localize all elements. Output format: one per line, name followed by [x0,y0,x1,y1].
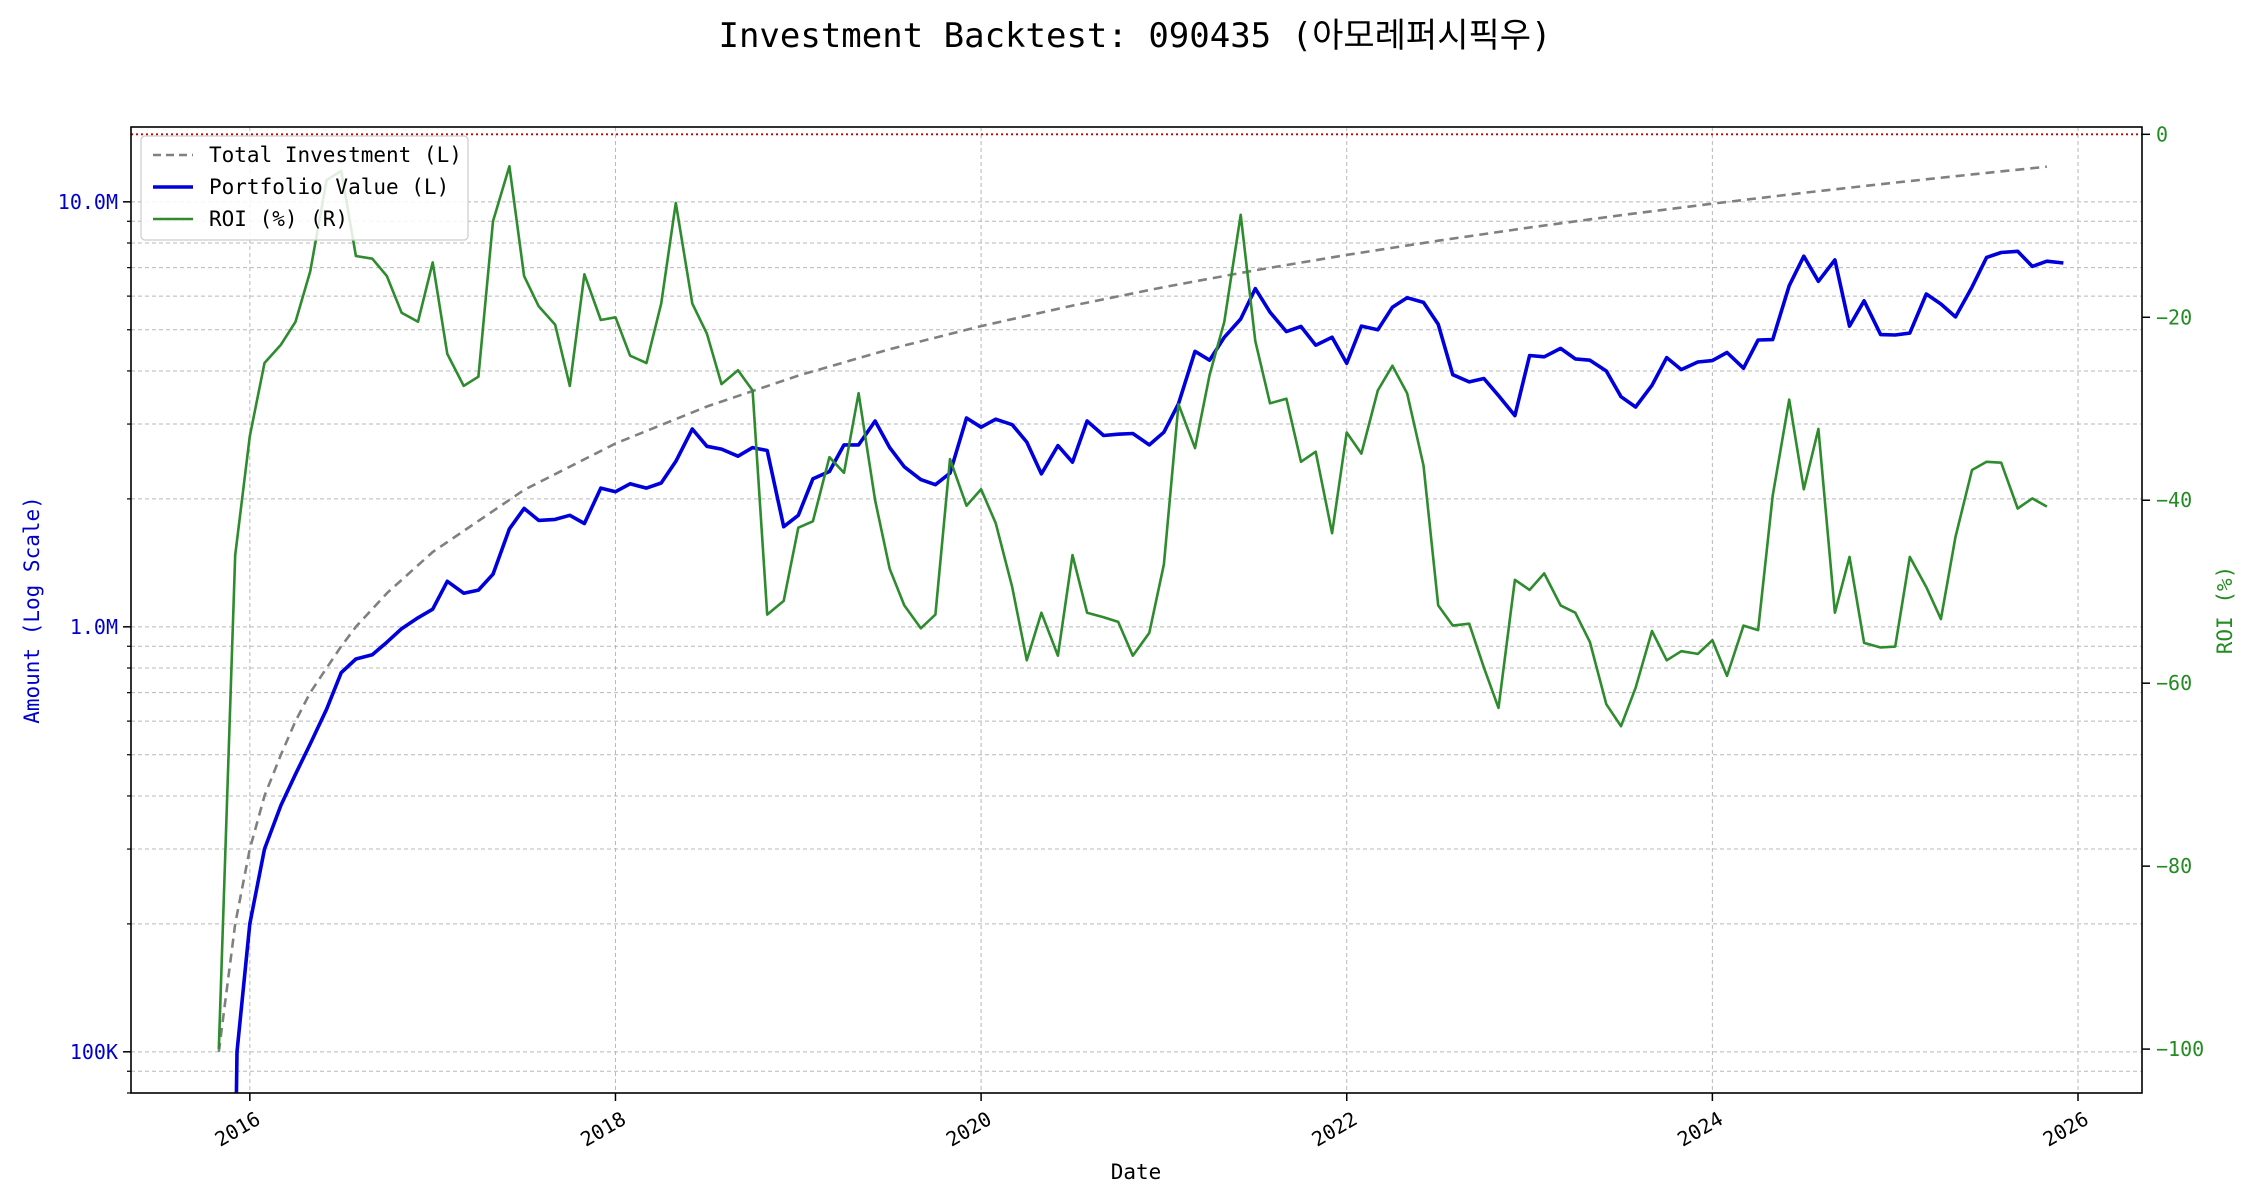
right-tick-label: −60 [2156,671,2192,695]
left-tick-label: 1.0M [70,615,118,639]
right-y-axis: 0 −20 −40 −60 −80 −100 [2142,122,2204,1061]
roi-line [217,165,2048,1050]
legend-label-total-investment: Total Investment (L) [209,143,462,167]
left-tick-label: 100K [70,1040,118,1064]
x-tick-label: 2026 [2039,1107,2093,1152]
legend-box [140,135,469,241]
left-y-axis: 100K 1.0M 10.0M [58,190,131,1094]
x-tick-label: 2016 [211,1107,265,1152]
x-tick-label: 2018 [576,1107,630,1152]
right-tick-label: −80 [2156,854,2192,878]
chart-title: Investment Backtest: 090435 (아모레퍼시픽우) [718,16,1551,56]
portfolio-value-line [234,249,2064,1093]
legend-label-portfolio-value: Portfolio Value (L) [209,175,449,199]
total-investment-line [217,165,2048,1052]
legend-label-roi: ROI (%) (R) [209,207,348,231]
x-axis-label: Date [1111,1160,1162,1184]
x-tick-label: 2022 [1308,1107,1362,1152]
right-tick-label: 0 [2156,122,2168,146]
plot-frame [130,126,2143,1094]
x-axis: 2016 2018 2020 2022 2024 2026 [211,1093,2093,1151]
x-tick-label: 2024 [1673,1107,1727,1152]
right-tick-label: −20 [2156,305,2192,329]
right-tick-label: −40 [2156,488,2192,512]
left-tick-label: 10.0M [58,190,118,214]
plot-area [131,133,2142,1093]
series-layer [217,165,2064,1093]
right-y-axis-label: ROI (%) [2213,566,2237,655]
x-tick-label: 2020 [942,1107,996,1152]
left-y-axis-label: Amount (Log Scale) [20,496,44,724]
right-tick-label: −100 [2156,1037,2204,1061]
chart-legend: Total Investment (L) Portfolio Value (L)… [140,135,469,241]
